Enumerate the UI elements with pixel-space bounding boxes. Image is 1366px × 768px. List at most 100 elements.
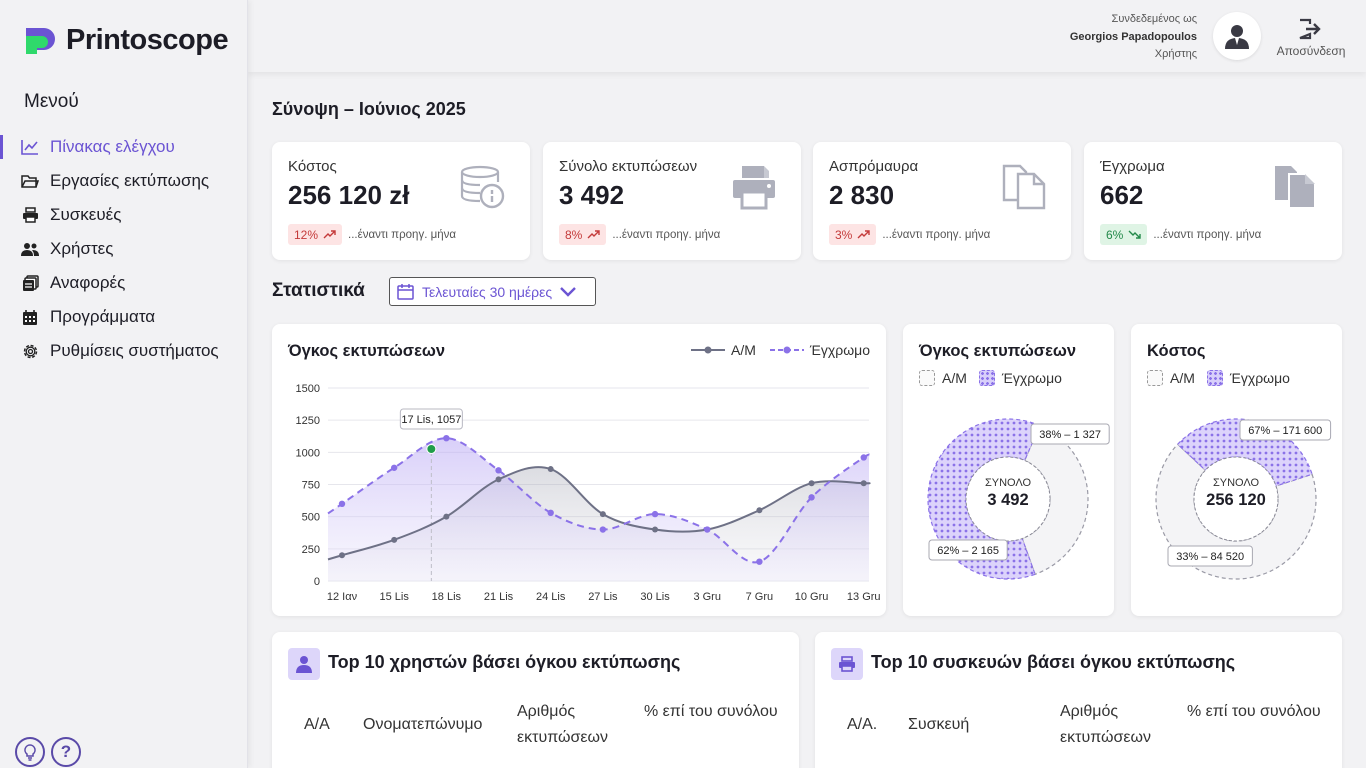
donut-center-value: 256 120 xyxy=(1206,491,1266,509)
donut-slice-label: 38% – 1 327 xyxy=(1039,429,1101,441)
color-swatch xyxy=(978,370,995,386)
sidebar-item-system-settings[interactable]: Ρυθμίσεις συστήματος xyxy=(0,334,248,368)
sidebar-item-reports[interactable]: Αναφορές xyxy=(0,266,248,300)
legend-item-bw[interactable]: Α/Μ xyxy=(919,370,967,386)
documents-filled-icon xyxy=(1272,164,1318,215)
data-point-bw xyxy=(391,536,398,543)
y-tick-label: 750 xyxy=(302,480,320,492)
user-role: Χρήστης xyxy=(1154,48,1197,60)
donut-slice-label-box xyxy=(1239,419,1332,441)
legend-item-color[interactable]: Έγχρωμο xyxy=(769,342,870,358)
kpi-label: Κόστος xyxy=(288,158,337,175)
folder-icon xyxy=(21,172,39,190)
column-header[interactable]: Α/Α. xyxy=(847,716,878,733)
logo-text: Printoscope xyxy=(66,24,229,56)
kpi-trend: 6% ...έναντι προηγ. μήνα xyxy=(1100,224,1261,245)
reports-icon xyxy=(21,274,39,292)
data-point-bw xyxy=(339,552,345,559)
column-header[interactable]: Αριθμός εκτυπώσεων xyxy=(1060,703,1152,746)
logout-button[interactable]: Αποσύνδεση xyxy=(1266,18,1356,58)
trend-value: 6% xyxy=(1106,227,1124,242)
top-users-card: Top 10 χρηστών βάσει όγκου εκτύπωσης Α/Α… xyxy=(272,632,799,768)
date-range-select[interactable]: Τελευταίες 30 ημέρες xyxy=(389,277,596,306)
top-devices-card: Top 10 συσκευών βάσει όγκου εκτύπωσης Α/… xyxy=(815,632,1342,768)
coins-icon xyxy=(460,164,506,215)
user-name: Georgios Papadopoulos xyxy=(1069,30,1197,43)
x-tick-label: 12 Ιαν xyxy=(327,591,358,603)
donut-slice-label-box xyxy=(1030,423,1110,445)
donut-hole xyxy=(1193,456,1279,542)
sidebar-item-label: Προγράμματα xyxy=(50,307,156,326)
print-volume-donut-card: Όγκος εκτυπώσεων Α/Μ Έγχρωμο ΣΥΝΟΛΟ 3 492… xyxy=(903,324,1114,616)
donut-title: Όγκος εκτυπώσεων xyxy=(919,342,1077,360)
trend-value: 3% xyxy=(835,227,853,242)
donut-legend: Α/Μ Έγχρωμο xyxy=(919,370,1062,386)
sidebar-item-label: Εργασίες εκτύπωσης xyxy=(50,171,210,190)
x-tick-label: 27 Lis xyxy=(588,591,618,603)
column-header[interactable]: Αριθμός εκτυπώσεων xyxy=(517,703,609,746)
sidebar-item-schedules[interactable]: Προγράμματα xyxy=(0,300,248,334)
x-tick-label: 21 Lis xyxy=(484,591,514,603)
trend-value: 8% xyxy=(565,227,583,242)
documents-outline-icon xyxy=(1001,164,1047,215)
x-tick-label: 7 Gru xyxy=(746,591,774,603)
data-point-color xyxy=(756,558,763,565)
legend-item-bw[interactable]: Α/Μ xyxy=(1147,370,1195,386)
legend-label: Α/Μ xyxy=(942,370,967,386)
legend-label: Α/Μ xyxy=(731,342,756,358)
data-point-color xyxy=(704,526,711,533)
tooltip-box xyxy=(399,408,463,430)
donut-legend: Α/Μ Έγχρωμο xyxy=(1147,370,1290,386)
data-point-color xyxy=(390,464,398,471)
data-point-color xyxy=(338,500,346,507)
column-header[interactable]: % επί του συνόλου xyxy=(1187,703,1321,720)
avatar[interactable] xyxy=(1213,12,1261,60)
sidebar-item-label: Αναφορές xyxy=(50,273,126,292)
x-tick-label: 24 Lis xyxy=(536,591,566,603)
data-point-color xyxy=(651,510,659,518)
x-tick-label: 18 Lis xyxy=(432,591,462,603)
question-icon[interactable]: ? xyxy=(51,737,81,767)
sidebar: Printoscope Μενού Πίνακας ελέγχου Εργασί… xyxy=(0,0,248,768)
trend-badge: 8% xyxy=(559,224,607,245)
legend-item-bw[interactable]: Α/Μ xyxy=(691,342,756,358)
user-avatar-icon xyxy=(1225,25,1249,49)
sidebar-item-print-jobs[interactable]: Εργασίες εκτύπωσης xyxy=(0,164,248,198)
donut-slice-color xyxy=(927,418,1041,580)
kpi-card-total-prints: Σύνολο εκτυπώσεων 3 492 8% ...έναντι προ… xyxy=(543,142,801,260)
y-tick-label: 0 xyxy=(314,576,320,588)
sidebar-item-devices[interactable]: Συσκευές xyxy=(0,198,248,232)
sidebar-item-dashboard[interactable]: Πίνακας ελέγχου xyxy=(0,130,248,164)
donut-slice-label: 33% – 84 520 xyxy=(1176,551,1244,563)
data-point-color xyxy=(443,434,450,442)
kpi-card-bw: Ασπρόμαυρα 2 830 3% ...έναντι προηγ. μήν… xyxy=(813,142,1071,260)
cost-donut-card: Κόστος Α/Μ Έγχρωμο ΣΥΝΟΛΟ 256 120 67% – 17… xyxy=(1131,324,1342,616)
legend-item-color[interactable]: Έγχρωμο xyxy=(978,370,1062,386)
sidebar-item-label: Χρήστες xyxy=(50,239,114,258)
data-point-bw xyxy=(652,526,659,533)
trend-compare: ...έναντι προηγ. μήνα xyxy=(1153,228,1262,241)
donut-center-value: 3 492 xyxy=(987,491,1028,509)
data-point-bw xyxy=(599,511,606,518)
logo[interactable]: Printoscope xyxy=(24,24,229,57)
x-tick-label: 30 Lis xyxy=(640,591,670,603)
column-header[interactable]: Ονοματεπώνυμο xyxy=(363,716,483,733)
legend-item-color[interactable]: Έγχρωμο xyxy=(1206,370,1290,386)
data-point-bw xyxy=(860,480,867,487)
kpi-label: Ασπρόμαυρα xyxy=(829,158,919,175)
lightbulb-icon[interactable] xyxy=(15,737,45,767)
donut-center-label: ΣΥΝΟΛΟ xyxy=(985,477,1032,489)
bw-swatch xyxy=(919,370,935,386)
kpi-value: 256 120 zł xyxy=(288,180,410,210)
column-header[interactable]: % επί του συνόλου xyxy=(644,703,778,720)
column-header[interactable]: Συσκευή xyxy=(908,716,970,733)
data-point-bw xyxy=(547,466,554,473)
y-tick-label: 1000 xyxy=(296,447,320,459)
data-point-color xyxy=(808,494,815,501)
column-header[interactable]: Α/Α xyxy=(304,716,330,733)
data-point-bw xyxy=(495,476,502,483)
sidebar-item-users[interactable]: Χρήστες xyxy=(0,232,248,266)
donut-title: Κόστος xyxy=(1147,342,1206,360)
print-volume-line-card: Όγκος εκτυπώσεων Α/Μ Έγχρωμο 0 250 500 750 1… xyxy=(272,324,886,616)
trend-up-icon xyxy=(587,230,601,239)
